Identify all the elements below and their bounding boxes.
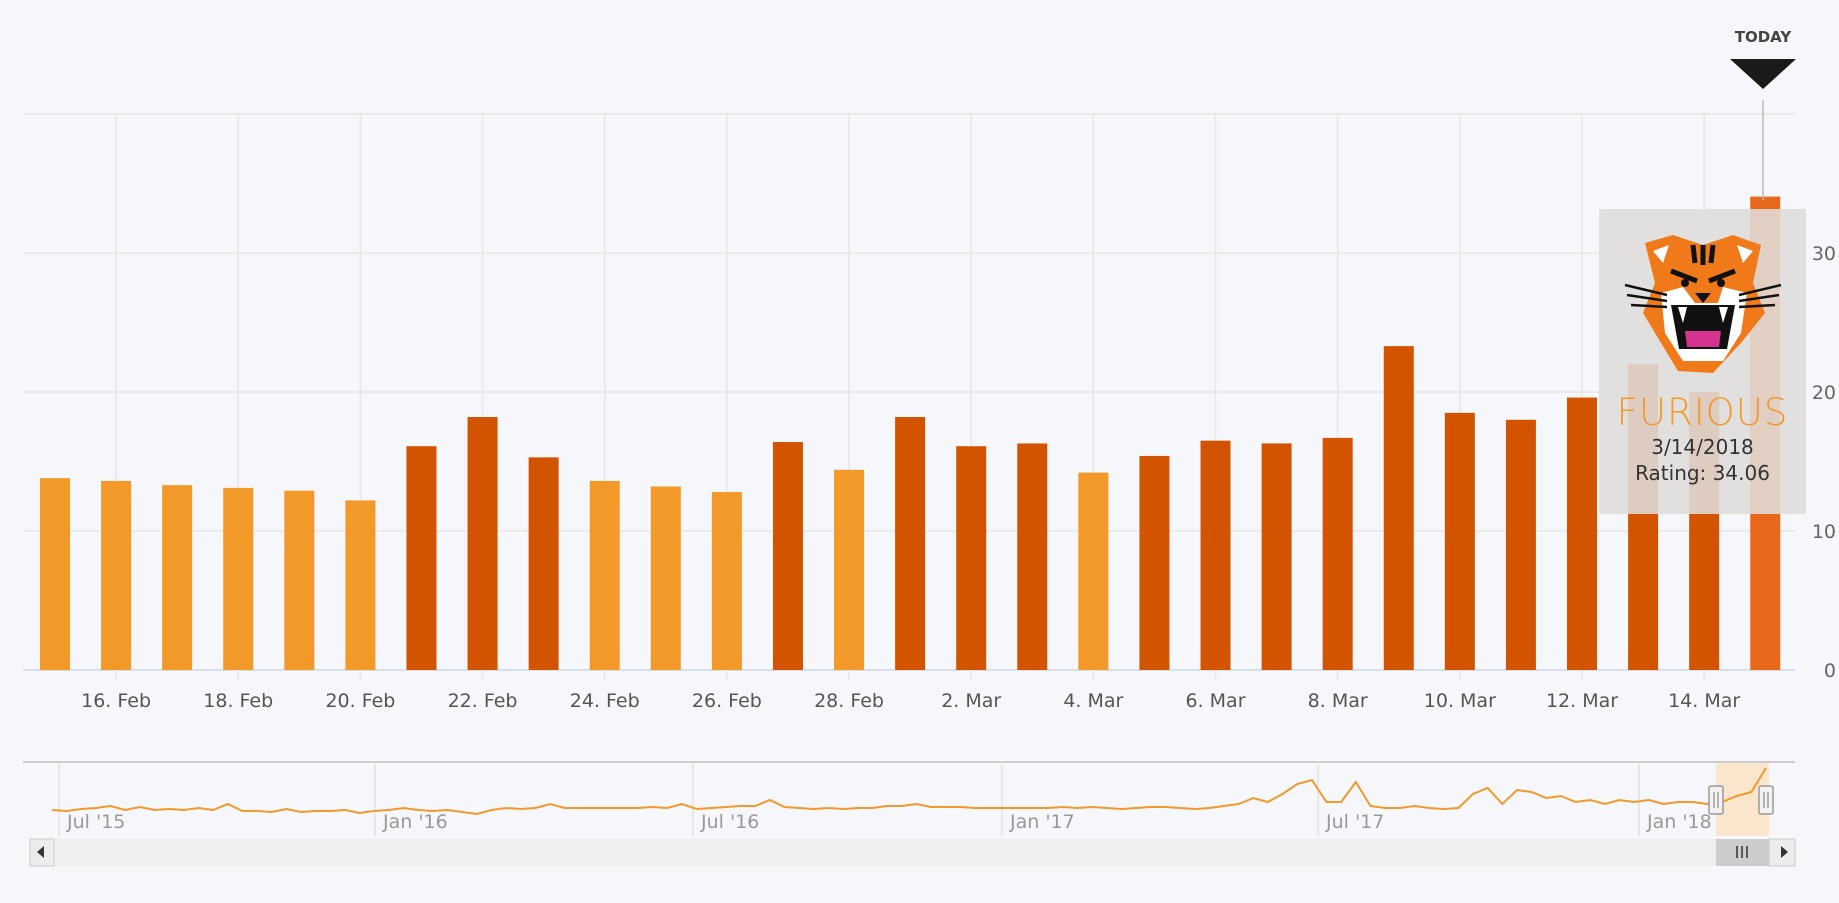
bar-11-mar — [1505, 419, 1536, 670]
x-tick-label: 10. Mar — [1424, 690, 1496, 712]
x-tick-label: 6. Mar — [1186, 690, 1246, 712]
navigator-tick-label: Jan '16 — [382, 811, 448, 833]
y-axis: 0 10 20 30 — [1812, 243, 1836, 682]
x-tick-label: 16. Feb — [81, 690, 151, 712]
scrollbar[interactable] — [29, 838, 1796, 867]
bar-26-feb — [711, 492, 742, 670]
x-tick-label: 26. Feb — [692, 690, 762, 712]
bars — [40, 196, 1781, 671]
bar-15-feb — [40, 478, 70, 670]
x-tick-label: 20. Feb — [325, 690, 395, 712]
navigator-tick-label: Jul '16 — [700, 811, 759, 833]
bar-19-feb — [284, 490, 315, 670]
bar-1-mar — [895, 417, 926, 670]
arrow-left-icon — [37, 846, 44, 858]
y-tick-label: 30 — [1812, 243, 1836, 265]
scroll-right-button[interactable] — [1768, 838, 1796, 867]
tooltip-rating: Rating: 34.06 — [1635, 461, 1770, 485]
bar-22-feb — [467, 417, 498, 670]
bar-25-feb — [650, 486, 681, 670]
navigator-tick-label: Jul '15 — [66, 811, 125, 833]
x-tick-label: 18. Feb — [203, 690, 273, 712]
x-tick-label: 22. Feb — [448, 690, 518, 712]
y-tick-label: 20 — [1812, 382, 1836, 404]
tooltip: FURIOUS 3/14/2018 Rating: 34.06 — [1599, 209, 1806, 514]
bar-27-feb — [772, 442, 803, 670]
bar-2-mar — [956, 446, 987, 670]
navigator-tick-label: Jul '17 — [1325, 811, 1384, 833]
scrollbar-track[interactable] — [30, 839, 1795, 866]
bar-10-mar — [1444, 412, 1475, 670]
bar-5-mar — [1139, 455, 1170, 670]
x-tick-label: 28. Feb — [814, 690, 884, 712]
today-marker-icon — [1730, 59, 1796, 89]
angry-tiger-face-icon — [1624, 235, 1781, 373]
bar-21-feb — [406, 446, 437, 670]
tooltip-date: 3/14/2018 — [1651, 435, 1754, 459]
x-tick-label: 4. Mar — [1063, 690, 1123, 712]
bar-20-feb — [345, 500, 376, 670]
today-label: TODAY — [1734, 28, 1792, 46]
navigator-left-handle[interactable] — [1708, 785, 1724, 815]
bar-23-feb — [528, 457, 559, 670]
navigator-right-handle[interactable] — [1758, 785, 1774, 815]
bar-16-feb — [101, 480, 132, 670]
bar-3-mar — [1017, 443, 1048, 670]
bar-4-mar — [1078, 472, 1109, 670]
navigator-tick-label: Jan '17 — [1009, 811, 1075, 833]
bar-8-mar — [1322, 437, 1353, 670]
navigator-tick-label: Jan '18 — [1646, 811, 1712, 833]
x-tick-label: 24. Feb — [570, 690, 640, 712]
x-tick-label: 14. Mar — [1668, 690, 1740, 712]
bar-9-mar — [1383, 346, 1414, 670]
bar-18-feb — [223, 487, 254, 670]
bar-24-feb — [589, 480, 620, 670]
bar-28-feb — [834, 469, 865, 670]
y-tick-label: 0 — [1824, 660, 1836, 682]
x-tick-label: 8. Mar — [1308, 690, 1368, 712]
thumb-grip-icon — [1736, 846, 1748, 858]
navigator[interactable]: Jul '15 Jan '16 Jul '16 Jan '17 Jul '17 Jan '… — [23, 761, 1795, 836]
arrow-right-icon — [1781, 846, 1788, 858]
bar-6-mar — [1200, 440, 1231, 670]
bar-17-feb — [162, 485, 193, 670]
x-axis: 16. Feb 18. Feb 20. Feb 22. Feb 24. Feb 26. F… — [81, 690, 1740, 712]
x-tick-label: 12. Mar — [1546, 690, 1618, 712]
bar-12-mar — [1567, 397, 1597, 670]
tooltip-mood: FURIOUS — [1616, 391, 1789, 434]
navigator-series-line — [51, 767, 1767, 816]
y-tick-label: 10 — [1812, 521, 1836, 543]
bar-7-mar — [1261, 443, 1292, 670]
x-tick-label: 2. Mar — [941, 690, 1001, 712]
